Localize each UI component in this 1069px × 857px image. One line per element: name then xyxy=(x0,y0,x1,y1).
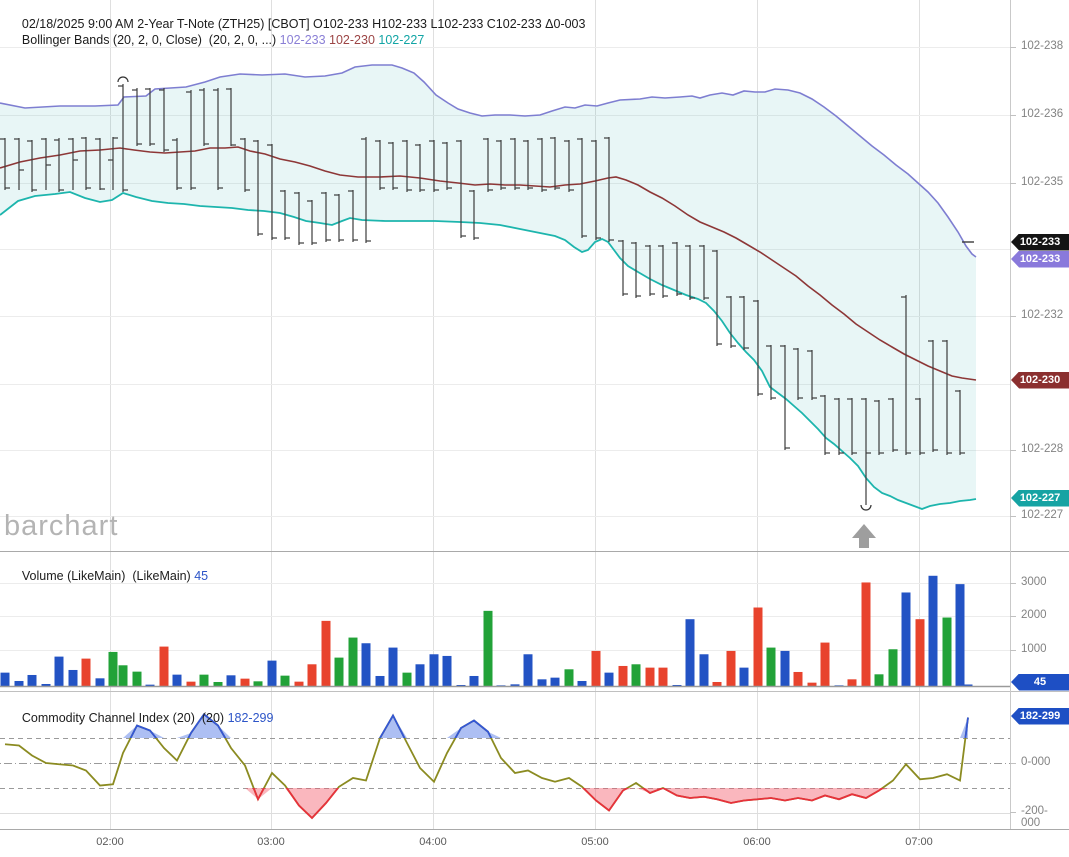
cci-header: Commodity Channel Index (20) (20) 182-29… xyxy=(8,697,274,739)
price-badge: 182-299 xyxy=(1011,707,1069,725)
price-badge: 102-233 xyxy=(1011,233,1069,251)
price-bars xyxy=(0,84,974,505)
cci-line-above xyxy=(129,712,969,738)
price-badge: 102-230 xyxy=(1011,371,1069,389)
cci-label: Commodity Channel Index (20) (20) xyxy=(21,711,228,725)
price-axis-label: 102-228 xyxy=(1021,443,1064,455)
price-badge: 102-233 xyxy=(1011,250,1069,268)
time-axis-label: 06:00 xyxy=(743,836,771,848)
price-axis-label: 102-238 xyxy=(1021,40,1064,52)
price-axis-label: 102-235 xyxy=(1021,176,1064,188)
price-badge: 102-227 xyxy=(1011,489,1069,507)
bollinger-lower-value: 102-227 xyxy=(378,33,425,47)
price-axis-label: 102-232 xyxy=(1021,309,1064,321)
bollinger-upper-band xyxy=(0,64,977,258)
volume-label: Volume (LikeMain) (LikeMain) xyxy=(21,569,195,583)
cci-line-below xyxy=(252,788,885,820)
time-axis-label: 07:00 xyxy=(905,836,933,848)
time-axis-label: 05:00 xyxy=(581,836,609,848)
barchart-watermark: barchart xyxy=(4,510,119,542)
volume-value: 45 xyxy=(194,569,209,583)
cci-fill-above xyxy=(5,714,968,738)
ohlc-header: 02/18/2025 9:00 AM 2-Year T-Note (ZTH25)… xyxy=(8,3,586,45)
price-badge: 45 xyxy=(1011,673,1069,691)
volume-axis-label: 1000 xyxy=(1021,643,1047,655)
bollinger-fill xyxy=(0,65,976,509)
volume-bars xyxy=(0,575,973,687)
up-arrow-annotation xyxy=(852,524,876,548)
cci-axis-label: 0-000 xyxy=(1021,756,1051,768)
volume-axis-label: 2000 xyxy=(1021,609,1047,621)
circle-annotation-bottom xyxy=(860,504,872,511)
cci-axis-label: -200-000 xyxy=(1021,805,1048,829)
price-axis-label: 102-236 xyxy=(1021,108,1064,120)
cci-value: 182-299 xyxy=(227,711,274,725)
bollinger-lower-band xyxy=(0,191,977,510)
time-axis-label: 02:00 xyxy=(96,836,124,848)
ohlc-header-text: 02/18/2025 9:00 AM 2-Year T-Note (ZTH25)… xyxy=(21,17,586,31)
circle-annotation-top xyxy=(117,76,129,83)
volume-header: Volume (LikeMain) (LikeMain) 45 xyxy=(8,555,208,597)
bollinger-label: Bollinger Bands (20, 2, 0, Close) (20, 2… xyxy=(21,33,280,47)
price-axis-label: 102-227 xyxy=(1021,509,1064,521)
bollinger-middle-value: 102-230 xyxy=(329,33,375,47)
bollinger-middle-band xyxy=(0,146,977,381)
time-axis-label: 04:00 xyxy=(419,836,447,848)
cci-fill-below xyxy=(5,788,968,818)
bollinger-header: Bollinger Bands (20, 2, 0, Close) (20, 2… xyxy=(8,19,424,61)
time-axis-label: 03:00 xyxy=(257,836,285,848)
volume-axis-label: 3000 xyxy=(1021,576,1047,588)
bollinger-upper-value: 102-233 xyxy=(279,33,326,47)
